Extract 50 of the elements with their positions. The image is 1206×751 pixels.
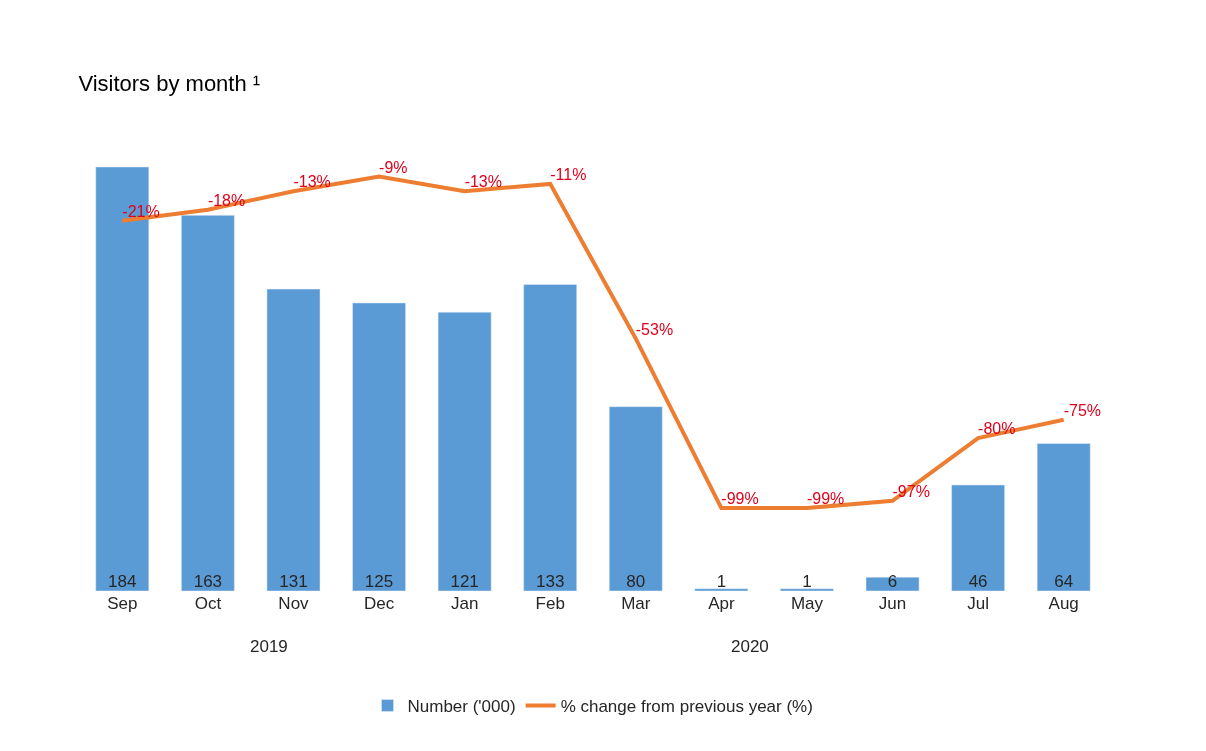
bar [865, 576, 920, 591]
x-tick-label: Jan [450, 594, 479, 613]
data-label: 133 [536, 571, 565, 591]
x-tick-label: Jun [878, 594, 907, 613]
bar [523, 284, 577, 591]
data-label: 125 [364, 571, 394, 591]
data-label: 46 [968, 571, 988, 591]
data-label: -18% [207, 191, 246, 209]
data-label: -80% [978, 420, 1016, 438]
bar [694, 588, 749, 591]
data-label: 80 [626, 571, 646, 591]
data-label: -53% [635, 320, 674, 338]
data-label: 64 [1054, 571, 1074, 591]
x-tick-label: Sep [107, 594, 138, 613]
x-tick-label: May [790, 594, 824, 613]
bar [437, 311, 492, 591]
data-label: 1 [716, 571, 727, 591]
bar [266, 288, 321, 591]
text: 2019 [250, 637, 288, 656]
bar [951, 484, 1005, 591]
data-label: 131 [279, 571, 308, 591]
data-label: 1 [802, 571, 812, 591]
data-label: -9% [379, 158, 408, 176]
legend-label: Number ('000) [407, 697, 516, 717]
x-tick-label: Mar [621, 594, 651, 613]
legend-label: % change from previous year (%) [560, 697, 813, 717]
bar [352, 302, 406, 591]
bar [181, 215, 235, 591]
data-label: 121 [450, 571, 479, 591]
x-tick-label: Jul [967, 594, 989, 613]
data-label: 184 [108, 571, 137, 591]
text: 2020 [731, 637, 769, 656]
x-tick-label: Aug [1048, 594, 1079, 613]
data-label: -11% [550, 165, 587, 183]
data-label: -75% [1063, 401, 1102, 419]
data-label: 163 [193, 571, 223, 591]
bar [609, 406, 663, 591]
x-tick-label: Oct [194, 594, 222, 613]
x-tick-label: Apr [708, 594, 735, 613]
data-label: -13% [293, 173, 331, 191]
data-label: -13% [464, 173, 502, 191]
bar [780, 588, 834, 591]
data-label: -99% [806, 490, 845, 508]
data-label: 6 [887, 571, 898, 591]
bar [1036, 443, 1091, 591]
x-tick-label: Feb [535, 594, 565, 613]
chart-title: Visitors by month ¹ [78, 70, 261, 96]
x-tick-label: Dec [363, 594, 395, 613]
data-label: -99% [721, 490, 759, 508]
x-tick-label: Nov [278, 594, 310, 613]
